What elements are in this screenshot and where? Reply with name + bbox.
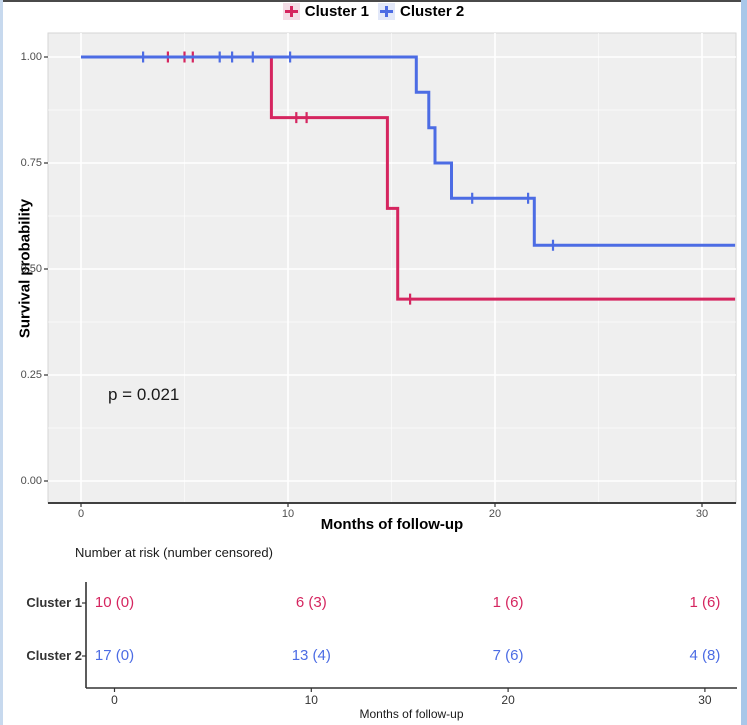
risk-x-tick-label: 30 (698, 693, 712, 707)
risk-count-cell: 13 (4) (291, 647, 331, 664)
y-tick-label: 0.75 (20, 157, 42, 169)
y-tick-label: 0.25 (20, 369, 42, 381)
plus-glyph (380, 6, 393, 17)
risk-x-tick-label: 10 (304, 693, 318, 707)
risk-row-label: Cluster 2 (26, 648, 82, 663)
censor-marks-cluster-2 (142, 51, 555, 251)
risk-count-cell: 7 (6) (492, 647, 524, 664)
x-tick-label: 20 (488, 508, 502, 520)
censor-plus-icon (282, 3, 300, 20)
risk-count-cell: 4 (8) (689, 647, 721, 664)
risk-row-label: Cluster 1 (26, 595, 82, 610)
survival-curve-cluster-1 (81, 55, 736, 301)
legend: Cluster 1 Cluster 2 (0, 3, 747, 20)
y-tick-label: 0.50 (20, 263, 42, 275)
plot-panel (47, 32, 737, 504)
window-top-edge (0, 0, 747, 2)
risk-x-axis-title: Months of follow-up (359, 707, 464, 721)
y-tick-label: 0.00 (20, 475, 42, 487)
x-tick-label: 10 (281, 508, 295, 520)
x-tick-label: 30 (695, 508, 709, 520)
risk-count-cell: 6 (3) (295, 594, 327, 611)
window-right-edge (741, 0, 747, 725)
x-axis-title: Months of follow-up (320, 516, 464, 533)
risk-count-cell: 1 (6) (689, 594, 721, 611)
legend-item: Cluster 1 (282, 3, 369, 20)
legend-label: Cluster 1 (304, 3, 369, 20)
y-tick-label: 1.00 (20, 51, 42, 63)
pvalue-annotation: p = 0.021 (108, 385, 180, 404)
legend-label: Cluster 2 (400, 3, 465, 20)
survival-curve-cluster-2 (81, 55, 736, 247)
risk-x-tick-label: 0 (111, 693, 118, 707)
legend-item: Cluster 2 (378, 3, 464, 20)
risk-x-tick-label: 20 (501, 693, 515, 707)
plus-glyph (284, 6, 298, 17)
risk-count-cell: 17 (0) (94, 647, 135, 664)
risk-count-cell: 10 (0) (94, 594, 135, 611)
risk-count-cell: 1 (6) (492, 594, 524, 611)
censor-plus-icon (378, 3, 395, 20)
x-tick-label: 0 (77, 508, 85, 520)
risk-table-title: Number at risk (number censored) (75, 545, 273, 560)
window-left-edge (0, 0, 3, 725)
